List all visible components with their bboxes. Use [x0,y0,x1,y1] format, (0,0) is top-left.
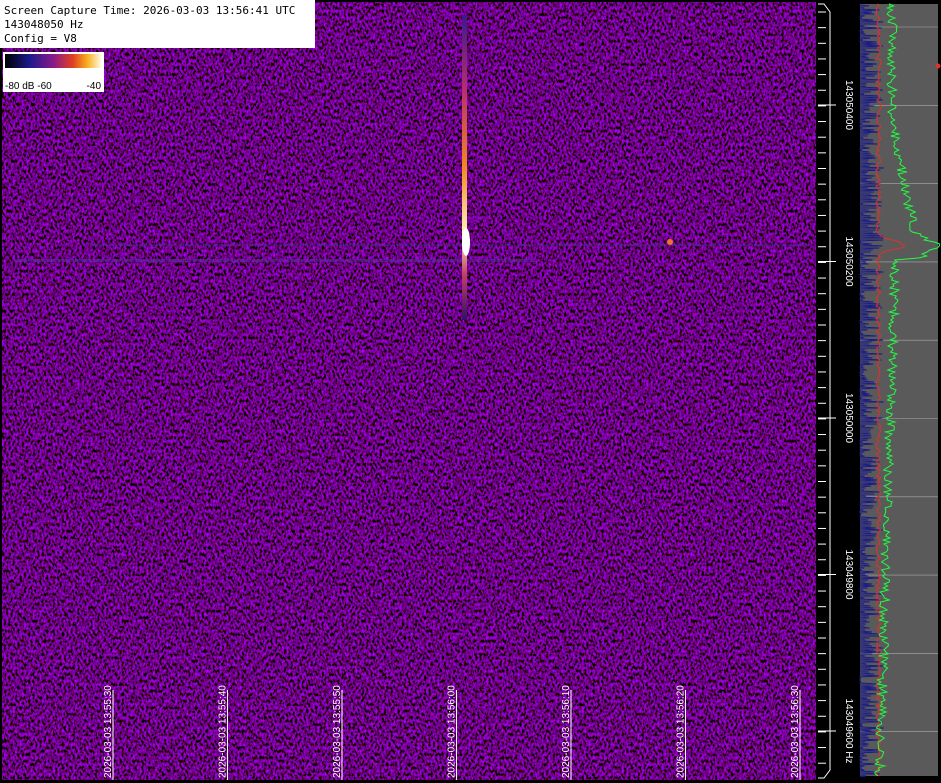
horizontal-trace [15,259,535,262]
time-label: 2026-03-03 13:55:30 [103,685,114,778]
time-label: 2026-03-03 13:56:20 [676,685,687,778]
frequency-label: 143050000 [843,393,854,443]
header-line: 143048050 Hz [4,18,83,31]
time-label: 2026-03-03 13:56:30 [790,685,801,778]
meteor-head [462,228,470,256]
waterfall-noise [2,2,816,780]
meteor-trace [462,15,467,320]
spectrum-marker [935,63,941,69]
frequency-label: 143050200 [843,236,854,286]
time-label: 2026-03-03 13:56:10 [561,685,572,778]
frequency-label: 143049600 Hz [843,698,854,763]
colorbar-label: -80 dB -60 [5,81,52,92]
colorbar [5,54,102,68]
header-line: Screen Capture Time: 2026-03-03 13:56:41… [4,4,295,17]
colorbar-label: -40 [87,81,102,92]
spectrum-green [873,3,941,777]
frequency-label: 143050400 [843,80,854,130]
spectrum-red [874,3,906,777]
time-label: 2026-03-03 13:55:50 [332,685,343,778]
echo-dot [667,239,673,245]
frequency-label: 143049800 [843,549,854,599]
header-box [0,0,315,48]
horizontal-trace [90,244,810,246]
header-line: Config = V8 [4,32,77,45]
ruler-bracket [818,3,831,779]
spectrum-blue [858,3,884,778]
time-label: 2026-03-03 13:55:40 [218,685,229,778]
time-label: 2026-03-03 13:56:00 [447,685,458,778]
